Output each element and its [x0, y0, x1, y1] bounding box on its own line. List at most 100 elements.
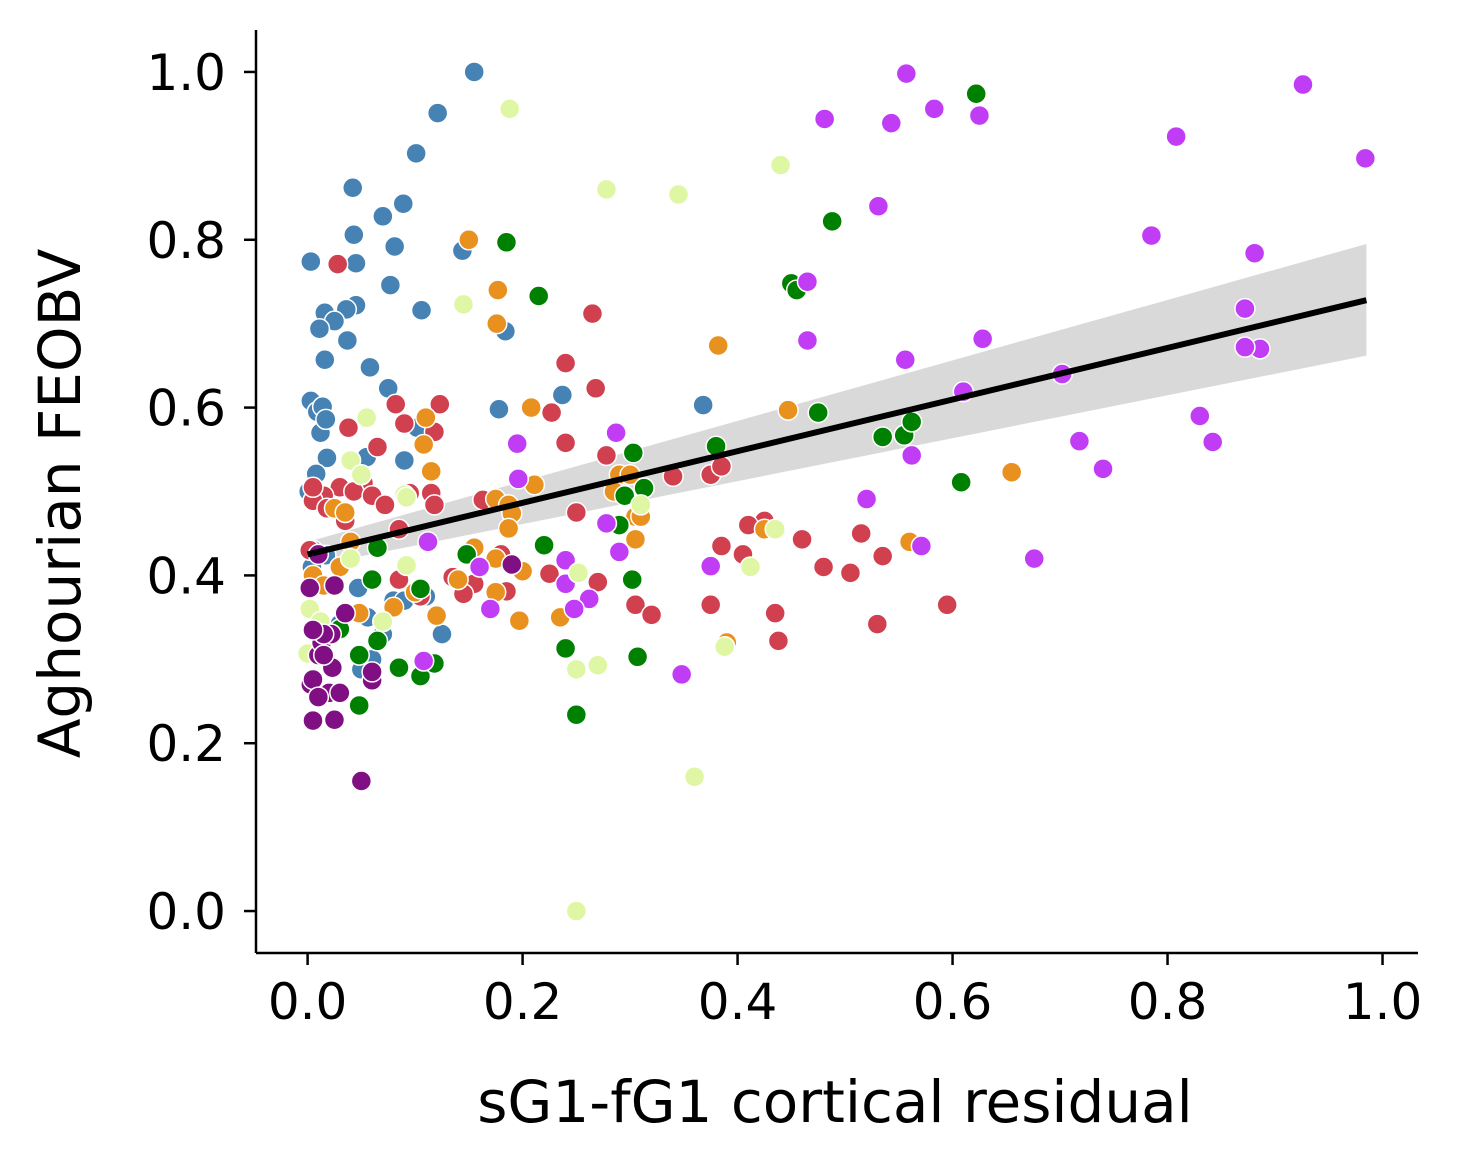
data-point [431, 623, 453, 645]
data-point [314, 349, 336, 371]
data-point [622, 442, 645, 464]
data-point [1354, 147, 1377, 170]
data-point [866, 613, 889, 635]
data-point [420, 460, 442, 483]
data-point [813, 108, 836, 130]
data-point [624, 594, 647, 616]
data-point [388, 656, 410, 679]
data-point [791, 528, 813, 551]
data-point [463, 61, 485, 83]
data-point [300, 250, 322, 273]
data-point [608, 541, 631, 563]
data-point [452, 293, 475, 316]
data-point [565, 703, 588, 726]
data-point [923, 98, 946, 120]
tick-layer: 0.0 0.2 0.4 0.6 0.8 1.0 0.0 0.2 0.4 0.6 0.8 1.0 [146, 44, 1422, 1031]
data-point [507, 468, 530, 490]
data-point [563, 598, 585, 620]
data-point [640, 604, 663, 626]
data-point [595, 512, 618, 535]
data-point [312, 644, 335, 666]
data-point [605, 422, 627, 444]
data-point [1234, 297, 1256, 320]
y-tick-label: 1.0 [146, 44, 226, 102]
data-point [699, 594, 722, 616]
data-point [871, 426, 894, 448]
data-point [486, 312, 508, 335]
data-point [426, 102, 449, 124]
data-point [565, 658, 588, 681]
data-point [692, 394, 714, 416]
data-point [308, 317, 331, 340]
data-point [595, 178, 618, 201]
data-point [910, 535, 933, 557]
data-point [739, 556, 762, 578]
data-point [1092, 458, 1114, 480]
y-axis-label: Aghourian FEOBV [26, 248, 94, 758]
data-point [383, 235, 406, 258]
data-point [315, 408, 337, 431]
data-point [417, 531, 439, 553]
data-point [488, 398, 510, 421]
data-point [767, 630, 790, 652]
data-point [366, 436, 389, 458]
data-point [968, 104, 991, 127]
data-point [950, 471, 972, 494]
data-point [1201, 431, 1224, 453]
x-tick-label: 1.0 [1343, 973, 1423, 1031]
data-point [1023, 547, 1045, 570]
data-point [595, 444, 618, 467]
data-point [395, 554, 418, 577]
data-point [567, 562, 590, 584]
data-point [839, 562, 862, 584]
x-tick-label: 0.6 [913, 973, 993, 1031]
data-point [506, 432, 528, 455]
data-point [533, 534, 555, 556]
data-point [900, 411, 923, 433]
data-point [468, 556, 491, 578]
x-axis-label: sG1-fG1 cortical residual [477, 1068, 1193, 1136]
data-point [965, 83, 987, 105]
axes [254, 30, 1418, 955]
data-point [393, 412, 416, 435]
data-point [307, 686, 330, 708]
data-point [699, 555, 722, 577]
confidence-band-layer [307, 243, 1367, 568]
data-point [936, 594, 958, 616]
data-point [334, 602, 356, 624]
y-tick-label: 0.8 [146, 212, 226, 270]
data-point [343, 223, 365, 246]
data-point [384, 393, 407, 415]
data-point [850, 522, 872, 545]
data-point [1292, 73, 1314, 96]
data-point [323, 708, 346, 731]
data-point [501, 553, 523, 576]
data-point [769, 154, 792, 176]
confidence-band [307, 243, 1367, 568]
data-point [382, 596, 405, 619]
data-point [487, 279, 509, 301]
data-point [366, 630, 389, 652]
data-point [339, 449, 362, 472]
data-point [587, 654, 609, 676]
data-point [971, 328, 994, 350]
data-point [348, 694, 370, 717]
data-point [855, 488, 878, 510]
data-point [415, 406, 437, 429]
data-point [374, 494, 396, 516]
data-point [764, 518, 786, 541]
x-tick-label: 0.2 [483, 973, 563, 1031]
data-point [447, 568, 469, 591]
data-point [894, 349, 917, 371]
data-point [405, 142, 427, 165]
x-tick-label: 0.4 [698, 973, 778, 1031]
x-tick-label: 0.0 [268, 973, 348, 1031]
y-tick-label: 0.4 [146, 547, 226, 605]
data-point [355, 406, 378, 429]
data-point [683, 766, 706, 788]
data-point [1140, 224, 1163, 247]
regression-line [306, 297, 1368, 558]
data-point [372, 610, 394, 633]
data-point [867, 195, 890, 217]
